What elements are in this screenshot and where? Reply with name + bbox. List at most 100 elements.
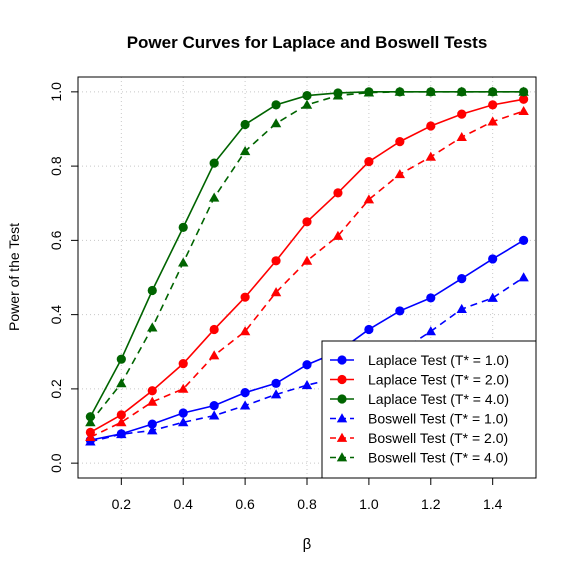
- series-line: [90, 276, 525, 443]
- series-5: [85, 105, 529, 442]
- x-tick-label: 1.4: [483, 496, 503, 512]
- data-point: [85, 417, 96, 427]
- legend-marker: [337, 355, 347, 365]
- y-tick-label: 0.0: [48, 453, 64, 473]
- data-point: [333, 188, 343, 198]
- legend-marker: [336, 432, 348, 442]
- legend: Laplace Test (T* = 1.0) Laplace Test (T* …: [321, 340, 537, 479]
- data-point: [271, 100, 281, 110]
- y-tick-label: 0.8: [48, 156, 64, 176]
- data-point: [518, 272, 529, 282]
- x-axis-label: β: [303, 536, 312, 553]
- data-point: [178, 222, 188, 232]
- legend-label: Laplace Test (T* = 2.0): [368, 372, 509, 388]
- data-point: [147, 386, 157, 396]
- data-point: [270, 287, 282, 297]
- data-point: [240, 292, 250, 302]
- legend-box: [321, 340, 537, 479]
- legend-label: Laplace Test (T* = 4.0): [368, 391, 509, 407]
- data-point: [147, 419, 157, 429]
- data-point: [116, 428, 127, 439]
- data-point: [395, 306, 405, 316]
- data-point: [302, 90, 312, 101]
- data-point: [394, 169, 406, 179]
- data-point: [147, 425, 158, 435]
- axes: 0.2 0.4 0.6 0.8 1.0 1.2 1.4 0.0 0.2 0.4 0.6 0.8 1.0: [48, 82, 503, 512]
- data-point: [488, 254, 498, 264]
- data-point: [301, 255, 313, 265]
- data-point: [395, 137, 405, 147]
- y-tick-label: 1.0: [48, 82, 64, 102]
- data-point: [147, 322, 158, 332]
- data-point: [178, 359, 188, 369]
- data-point: [178, 383, 189, 393]
- y-tick-label: 0.4: [48, 305, 64, 325]
- legend-item: Laplace Test (T* = 1.0): [330, 352, 509, 368]
- legend-item: Boswell Test (T* = 1.0): [330, 411, 508, 427]
- data-point: [519, 235, 529, 245]
- data-point: [457, 274, 467, 284]
- data-point: [208, 192, 220, 202]
- data-point: [116, 378, 127, 388]
- legend-item: Laplace Test (T* = 2.0): [330, 372, 509, 388]
- data-point: [456, 131, 467, 142]
- data-point: [425, 86, 436, 96]
- data-point: [394, 86, 406, 96]
- data-point: [488, 100, 498, 110]
- y-tick-label: 0.6: [48, 230, 64, 250]
- data-point: [178, 408, 188, 418]
- data-point: [239, 146, 251, 156]
- data-point: [457, 109, 467, 119]
- data-point: [147, 285, 157, 296]
- x-tick-label: 0.2: [112, 496, 132, 512]
- series-1: [85, 235, 529, 445]
- data-point: [270, 118, 282, 128]
- data-point: [209, 158, 219, 168]
- data-point: [332, 230, 344, 240]
- legend-marker: [337, 394, 347, 404]
- data-point: [456, 86, 467, 96]
- data-point: [363, 87, 375, 97]
- data-point: [456, 303, 467, 313]
- data-point: [178, 417, 189, 427]
- data-point: [85, 431, 96, 442]
- data-point: [239, 326, 251, 336]
- data-point: [116, 410, 126, 420]
- data-point: [425, 151, 436, 161]
- data-point: [270, 389, 282, 399]
- data-point: [302, 217, 312, 227]
- data-point: [425, 326, 436, 336]
- legend-item: Boswell Test (T* = 2.0): [330, 430, 508, 446]
- chart-title: Power Curves for Laplace and Boswell Tes…: [127, 33, 488, 52]
- data-point: [301, 99, 313, 109]
- data-point: [487, 292, 498, 302]
- legend-label: Boswell Test (T* = 4.0): [368, 450, 508, 466]
- series-2: [85, 94, 529, 437]
- x-tick-label: 0.8: [297, 496, 317, 512]
- data-point: [426, 293, 436, 303]
- data-point: [178, 257, 189, 267]
- data-point: [332, 90, 344, 100]
- data-point: [116, 354, 126, 364]
- data-point: [363, 194, 375, 204]
- data-point: [239, 400, 251, 410]
- legend-item: Boswell Test (T* = 4.0): [330, 450, 508, 466]
- series-layer: [85, 86, 529, 446]
- legend-label: Boswell Test (T* = 1.0): [368, 411, 508, 427]
- series-6: [85, 86, 529, 427]
- data-point: [116, 417, 127, 427]
- data-point: [302, 360, 312, 370]
- data-point: [240, 119, 250, 130]
- data-point: [271, 256, 281, 266]
- data-point: [487, 86, 498, 96]
- data-point: [364, 324, 374, 335]
- data-point: [518, 105, 529, 116]
- data-point: [364, 157, 374, 167]
- data-point: [301, 379, 313, 390]
- x-tick-label: 0.6: [235, 496, 255, 512]
- data-point: [426, 121, 436, 131]
- x-tick-label: 1.2: [421, 496, 441, 512]
- legend-marker: [336, 452, 348, 462]
